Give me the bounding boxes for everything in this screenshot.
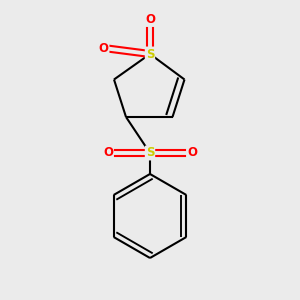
Text: O: O (103, 146, 113, 160)
Text: S: S (146, 146, 154, 160)
Text: S: S (146, 47, 154, 61)
Text: O: O (145, 13, 155, 26)
Text: O: O (187, 146, 197, 160)
Text: O: O (98, 41, 109, 55)
